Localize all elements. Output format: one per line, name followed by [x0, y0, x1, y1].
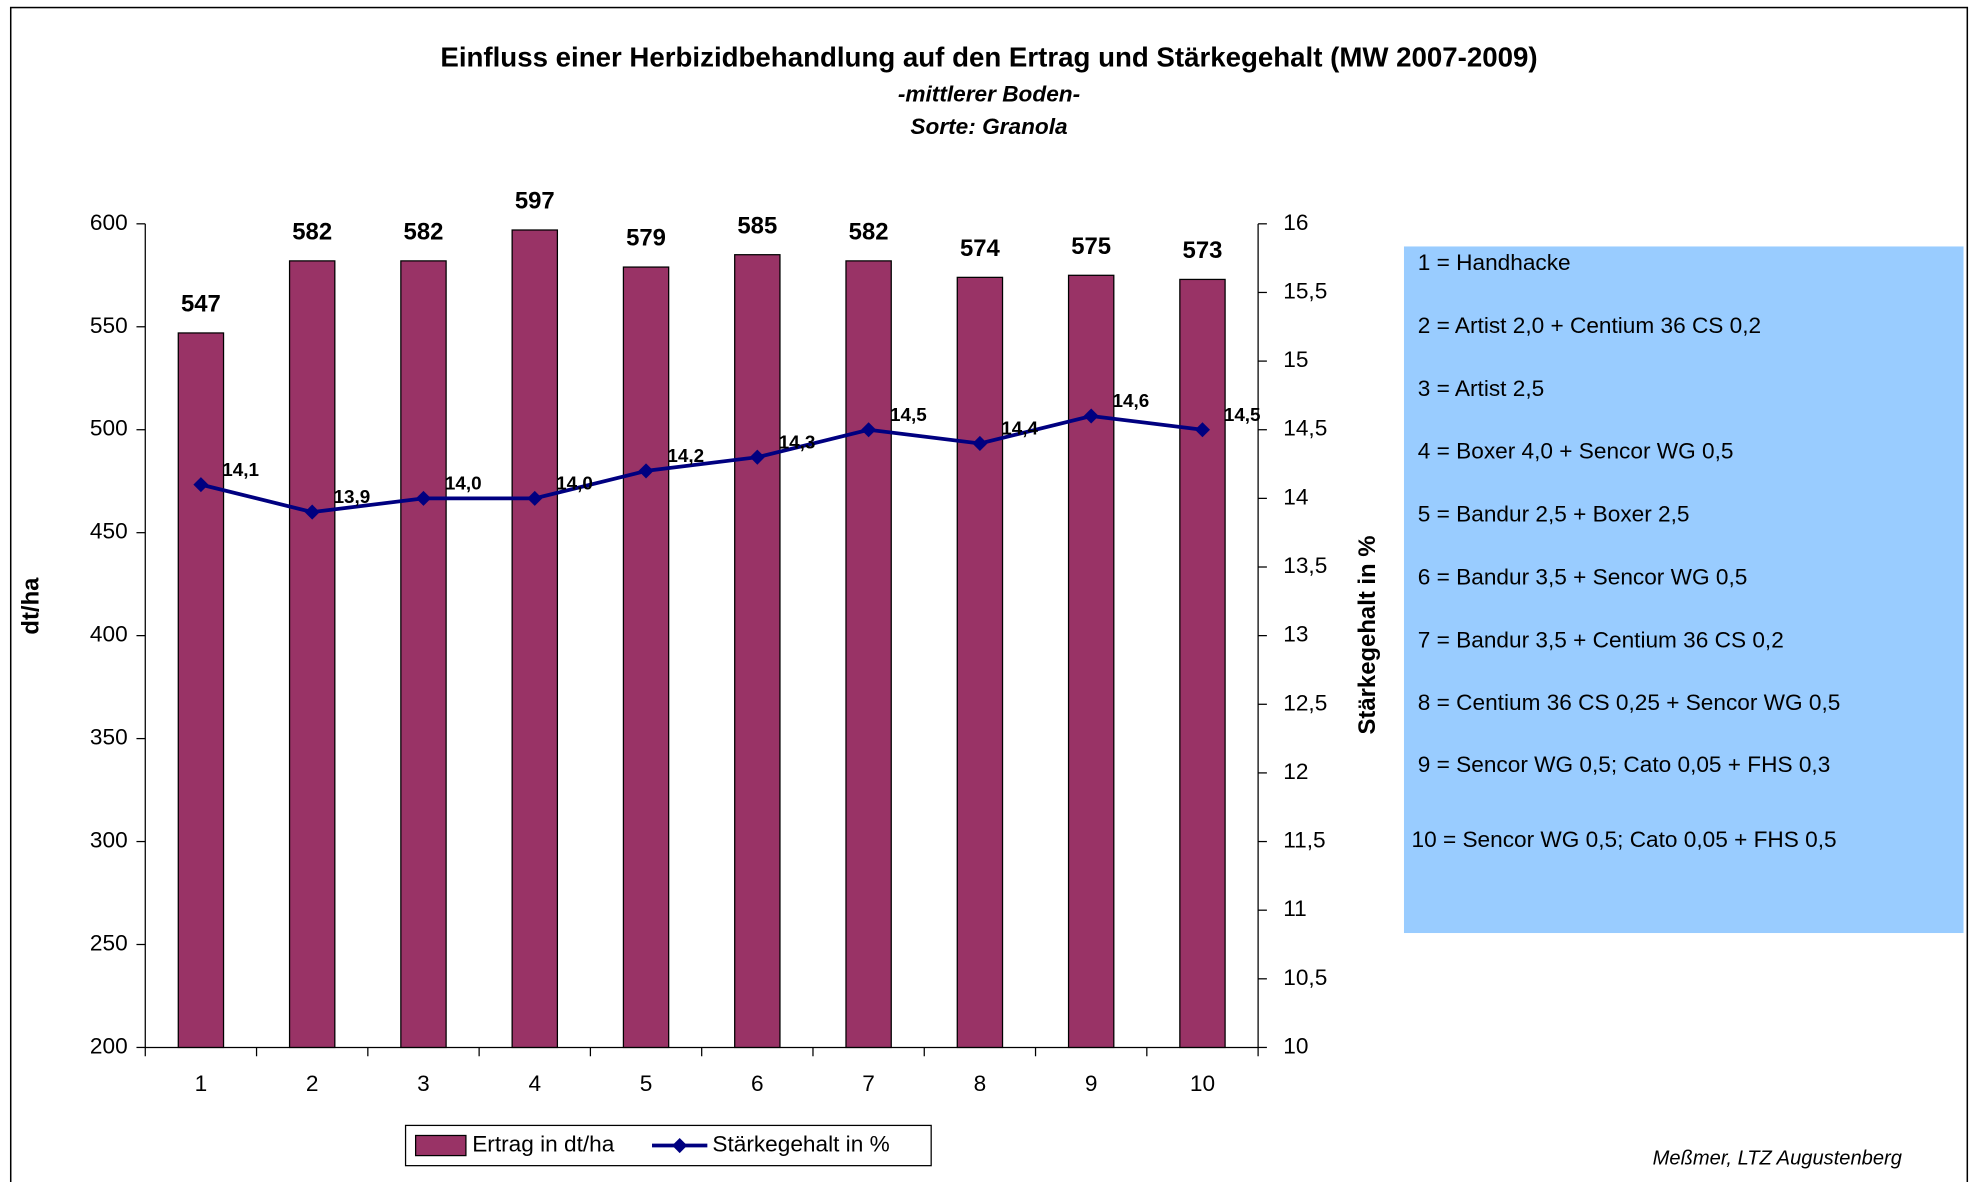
line-value-label: 14,1 [222, 459, 259, 480]
y-tick-label: 450 [90, 519, 128, 544]
bar [177, 332, 225, 1049]
line-value-label: 14,4 [1001, 418, 1038, 439]
note: 2 = Artist 2,0 + Centium 36 CS 0,2 [1418, 313, 1761, 338]
note: 1 = Handhacke [1418, 250, 1571, 275]
line-marker [527, 490, 543, 506]
y-tick-label: 350 [90, 725, 128, 750]
chart-title: Einfluss einer Herbizidbehandlung auf de… [440, 41, 1537, 72]
line [200, 414, 1203, 515]
bar [1179, 278, 1226, 1049]
note: 5 = Bandur 2,5 + Boxer 2,5 [1418, 502, 1690, 527]
note: 10 = Sencor WG 0,5; Cato 0,05 + FHS 0,5 [1412, 827, 1837, 852]
bar-value-label: 582 [292, 219, 332, 246]
bar [511, 229, 559, 1049]
line-marker [972, 435, 988, 452]
note: 6 = Bandur 3,5 + Sencor WG 0,5 [1418, 564, 1748, 589]
line-marker [415, 490, 432, 506]
y-tick-label: 400 [90, 622, 128, 647]
chart-subtitle: -mittlerer Boden- [898, 82, 1080, 107]
line-value-label: 14,3 [779, 431, 816, 452]
y2-tick-label: 13,5 [1283, 553, 1327, 578]
line-value-label: 14,0 [445, 473, 482, 494]
y-tick-label: 200 [90, 1033, 128, 1058]
line-value-label: 14,2 [667, 445, 704, 466]
x-tick-label: 6 [751, 1071, 764, 1096]
legend-marker [672, 1137, 688, 1154]
line-marker [638, 463, 654, 479]
x-tick-label: 5 [640, 1071, 653, 1096]
bar-value-label: 574 [960, 235, 1001, 262]
bar-value-label: 582 [849, 219, 889, 246]
note: 3 = Artist 2,5 [1418, 376, 1544, 401]
y2-tick-label: 11,5 [1283, 828, 1325, 853]
line-value-label: 14,5 [890, 404, 927, 425]
y2-tick-label: 10 [1283, 1033, 1308, 1058]
bar [400, 260, 447, 1049]
bar-value-label: 579 [626, 225, 666, 252]
y2-tick-label: 13 [1283, 622, 1308, 647]
line-value-label: 14,0 [556, 473, 593, 494]
bar-value-label: 597 [515, 188, 555, 215]
y2-tick-label: 14 [1283, 484, 1308, 509]
legend-label: Stärkegehalt in % [712, 1132, 889, 1157]
bar-value-label: 573 [1183, 237, 1223, 264]
line-marker [749, 449, 765, 465]
y2-tick-label: 11 [1283, 896, 1307, 921]
line-value-label: 13,9 [334, 486, 371, 507]
bar [845, 260, 892, 1049]
x-tick-label: 8 [974, 1071, 987, 1096]
y2-tick-label: 15,5 [1283, 278, 1327, 303]
note: 8 = Centium 36 CS 0,25 + Sencor WG 0,5 [1418, 690, 1841, 715]
info-lines: 1 = Handhacke 2 = Artist 2,0 + Centium 36… [1412, 250, 1841, 852]
bar [956, 276, 1004, 1049]
chart-subtitle: Sorte: Granola [910, 114, 1067, 139]
bar-value-label: 585 [737, 212, 777, 239]
bar [622, 266, 670, 1049]
y2-tick-label: 10,5 [1283, 965, 1327, 990]
note: 7 = Bandur 3,5 + Centium 36 CS 0,2 [1418, 627, 1784, 652]
line-marker [861, 422, 877, 438]
line-value-label: 14,5 [1224, 404, 1261, 425]
legend-label: Ertrag in dt/ha [472, 1132, 615, 1157]
y-tick-label: 600 [90, 210, 128, 235]
bar-value-label: 575 [1071, 233, 1111, 260]
x-tick-label: 9 [1085, 1071, 1098, 1096]
x-tick-label: 4 [528, 1071, 541, 1096]
note: 9 = Sencor WG 0,5; Cato 0,05 + FHS 0,3 [1418, 752, 1831, 777]
y2-tick-label: 12,5 [1283, 690, 1327, 715]
y-tick-label: 300 [90, 828, 128, 853]
bar [734, 254, 781, 1049]
legend-swatch [414, 1134, 467, 1157]
x-tick-label: 1 [195, 1071, 208, 1096]
line-marker [1083, 408, 1099, 424]
note: 4 = Boxer 4,0 + Sencor WG 0,5 [1418, 439, 1734, 464]
y-axis-label: dt/ha [17, 577, 44, 635]
y2-tick-label: 15 [1283, 347, 1308, 372]
line-marker [304, 504, 320, 520]
x-tick-label: 10 [1190, 1071, 1215, 1096]
y2-tick-label: 16 [1283, 210, 1308, 235]
line-marker [193, 477, 209, 493]
x-tick-label: 7 [862, 1071, 875, 1096]
info-box [1403, 246, 1964, 934]
bar-value-label: 547 [181, 291, 221, 318]
line-value-label: 14,6 [1113, 390, 1150, 411]
bar-value-label: 582 [404, 219, 444, 246]
y-tick-label: 500 [90, 416, 128, 441]
y-tick-label: 250 [90, 930, 128, 955]
y2-tick-label: 12 [1283, 759, 1308, 784]
y2-tick-label: 14,5 [1283, 416, 1327, 441]
bar [1067, 274, 1115, 1049]
credit: Meßmer, LTZ Augustenberg [1653, 1148, 1902, 1170]
y-tick-label: 550 [90, 313, 128, 338]
bar [288, 260, 336, 1049]
x-tick-label: 3 [417, 1071, 430, 1096]
x-tick-label: 2 [306, 1071, 319, 1096]
y2-axis-label: Stärkegehalt in % [1354, 535, 1381, 734]
